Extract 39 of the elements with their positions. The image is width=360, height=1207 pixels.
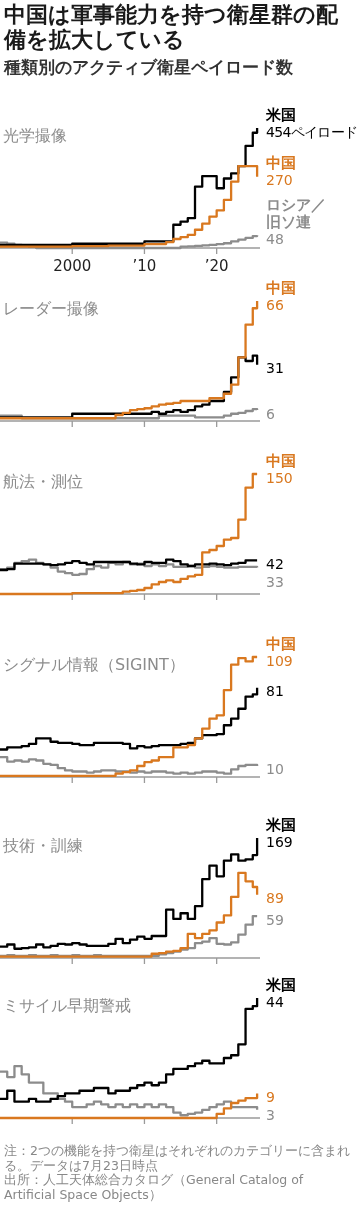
data-label: 9 bbox=[266, 1088, 275, 1105]
chart-title: レーダー撮像 bbox=[3, 299, 99, 318]
data-label: 81 bbox=[266, 683, 284, 700]
x-tick-label: ’10 bbox=[132, 257, 157, 275]
data-label: 33 bbox=[266, 573, 284, 590]
chart-title: 技術・訓練 bbox=[2, 836, 83, 855]
series-label: 米国 bbox=[265, 815, 296, 834]
data-label: 270 bbox=[266, 172, 293, 189]
text: 注：2つの機能を持つ衛星はそれぞれのカテゴリーに含まれる。データは7月23日時点 bbox=[4, 1143, 351, 1173]
x-tick-label: 2000 bbox=[53, 257, 92, 275]
data-label: 6 bbox=[266, 405, 275, 422]
chart-title: 航法・測位 bbox=[3, 472, 83, 491]
series-label: 中国 bbox=[266, 278, 296, 297]
series-label: ロシア／旧ソ連 bbox=[266, 195, 326, 231]
chart-title: ミサイル早期警戒 bbox=[3, 996, 131, 1015]
data-label: 44 bbox=[266, 993, 284, 1010]
data-label: 31 bbox=[266, 360, 284, 377]
chart-title: シグナル情報（SIGINT） bbox=[3, 655, 185, 674]
data-label: 454ペイロード bbox=[266, 123, 358, 140]
data-label: 48 bbox=[266, 230, 284, 247]
series-label: 中国 bbox=[266, 634, 296, 653]
data-label: 3 bbox=[266, 1106, 275, 1123]
text: 出所：人工天体総合カタログ（General Catalog of Artificial Space Objects） bbox=[4, 1172, 305, 1202]
series-label: 中国 bbox=[266, 154, 296, 173]
data-label: 89 bbox=[266, 890, 284, 907]
series-label: 中国 bbox=[266, 451, 296, 470]
data-label: 59 bbox=[266, 911, 284, 928]
data-label: 150 bbox=[266, 469, 293, 486]
data-label: 169 bbox=[266, 833, 293, 850]
data-label: 10 bbox=[266, 761, 284, 778]
text: 種類別のアクティブ衛星ペイロード数 bbox=[2, 57, 294, 78]
series-label: 米国 bbox=[265, 105, 296, 124]
text: 中国は軍事能力を持つ衛星群の配備を拡大している bbox=[2, 2, 339, 52]
data-label: 66 bbox=[266, 296, 284, 313]
chart-title: 光学撮像 bbox=[3, 126, 67, 145]
data-label: 42 bbox=[266, 555, 284, 572]
series-label: 米国 bbox=[265, 975, 296, 994]
data-label: 109 bbox=[266, 652, 293, 669]
x-tick-label: ’20 bbox=[204, 257, 229, 275]
